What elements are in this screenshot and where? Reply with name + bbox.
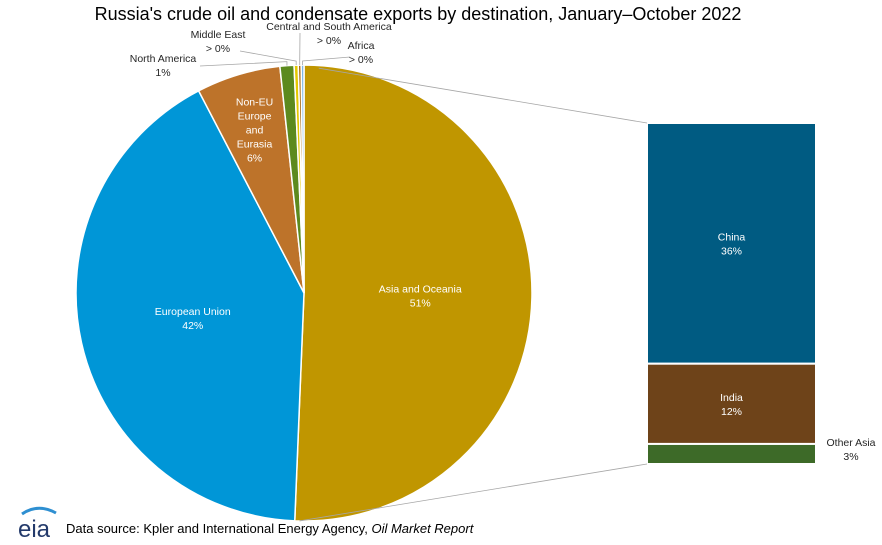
slice-label-central-and-south-america: Central and South America > 0%: [266, 21, 392, 47]
slice-label-asia-and-oceania: Asia and Oceania 51%: [379, 283, 462, 309]
pie-slice-africa: [300, 64, 305, 294]
slice-label-european-union: European Union 42%: [155, 306, 231, 332]
bar-segment-other-asia: [646, 442, 817, 465]
leader-line-middle-east: [239, 50, 297, 66]
leader-line-africa: [302, 56, 351, 66]
pie-slice-asia-and-oceania: [293, 64, 533, 522]
connector-line-bottom: [299, 463, 648, 522]
slice-label-north-america: North America 1%: [130, 53, 197, 79]
bar-segment-china: [646, 122, 817, 365]
slice-label-middle-east: Middle East > 0%: [191, 29, 246, 55]
pie-slice-european-union: [75, 89, 305, 522]
bar-label-china: China 36%: [718, 231, 746, 257]
eia-logo-text: eia: [18, 516, 51, 541]
bar-label-other-asia: Other Asia 3%: [826, 437, 875, 463]
data-source: Data source: Kpler and International Ene…: [66, 521, 473, 536]
bar-label-india: India 12%: [720, 392, 743, 418]
eia-logo-icon: eia: [18, 506, 57, 541]
footer: eia Data source: Kpler and International…: [16, 505, 716, 541]
leader-line-north-america: [199, 61, 288, 67]
slice-label-africa: Africa > 0%: [348, 40, 375, 66]
source-prefix: Data source: Kpler and International Ene…: [66, 521, 372, 536]
connector-line-top: [318, 67, 648, 124]
chart-title: Russia's crude oil and condensate export…: [94, 4, 742, 24]
slice-label-non-eu-europe-and-eurasia: Non-EU Europe and Eurasia 6%: [236, 96, 273, 164]
source-report-title: Oil Market Report: [371, 521, 474, 536]
